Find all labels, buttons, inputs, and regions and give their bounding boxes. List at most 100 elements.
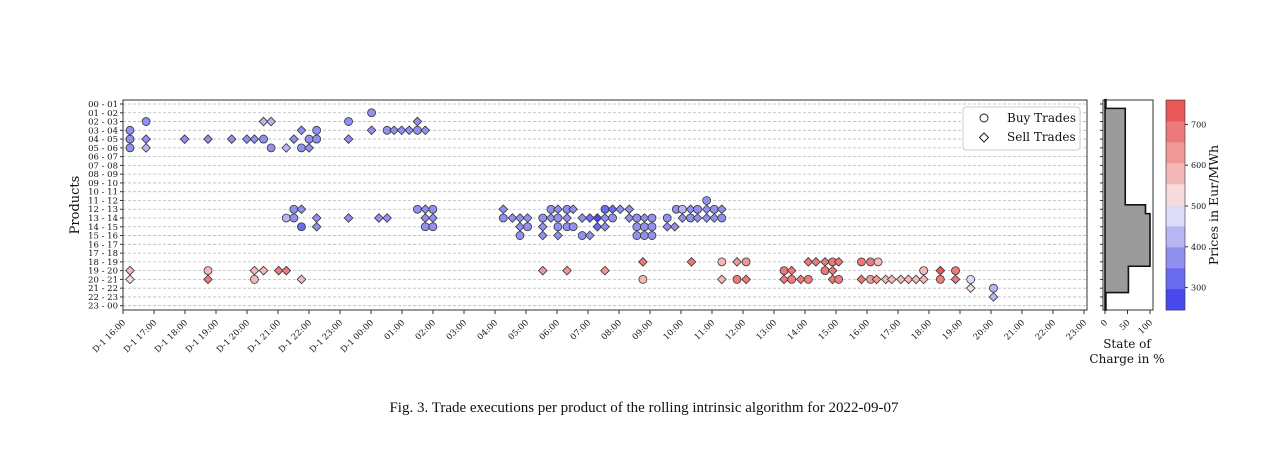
sell-trade-point	[258, 265, 269, 276]
sell-trade-point	[304, 142, 314, 153]
sell-trade-point	[374, 213, 384, 223]
buy-trade-point	[523, 222, 532, 232]
x-tick-label: 19:00	[941, 318, 965, 342]
sell-trade-point	[577, 213, 588, 223]
sell-trade-point	[498, 204, 509, 215]
x-tick-label: 13:00	[755, 318, 779, 342]
soc-x-tick-label: 100	[1137, 318, 1156, 337]
sell-trade-point	[537, 230, 548, 241]
sell-trade-point	[677, 213, 688, 223]
sell-trade-point	[856, 274, 867, 285]
soc-xlabel-line1: State of	[1103, 337, 1152, 351]
buy-trade-point	[647, 222, 657, 232]
sell-trade-point	[537, 221, 548, 232]
soc-xlabel-line2: Charge in %	[1089, 352, 1164, 366]
y-tick-label: 04 - 05	[88, 135, 118, 145]
x-tick-label: 01:00	[383, 318, 407, 342]
colorbar-bin	[1166, 289, 1185, 311]
buy-trade-point	[515, 231, 525, 240]
buy-trade-point	[312, 125, 322, 135]
y-tick-label: 08 - 09	[88, 170, 118, 180]
sell-trade-point	[709, 213, 720, 223]
colorbar-bin	[1166, 121, 1185, 143]
buy-trade-point	[935, 274, 945, 284]
sell-trade-point	[950, 274, 961, 285]
sell-trade-point	[732, 256, 742, 267]
sell-trade-point	[716, 204, 727, 215]
y-tick-label: 13 - 14	[88, 214, 118, 224]
y-tick-label: 12 - 13	[88, 205, 118, 215]
sell-trade-point	[179, 134, 190, 144]
sell-trade-point	[600, 221, 610, 232]
y-tick-label: 06 - 07	[88, 153, 118, 163]
buy-trade-point	[834, 274, 844, 284]
x-tick-label: 21:00	[1003, 318, 1027, 342]
sell-trade-point	[249, 134, 260, 144]
x-tick-label: 17:00	[879, 318, 903, 342]
legend-box	[962, 106, 1081, 151]
x-tick-label: 03:00	[445, 318, 469, 342]
sell-trade-point	[779, 274, 789, 285]
sell-trade-point	[343, 134, 354, 144]
colorbar-tick-label: 600	[1191, 161, 1206, 170]
buy-trade-point	[951, 266, 960, 276]
buy-trade-point	[498, 213, 508, 223]
sell-trade-point	[669, 221, 680, 232]
sell-trade-point	[226, 134, 237, 144]
colorbar-bin	[1166, 184, 1185, 206]
buy-trade-point	[125, 125, 135, 135]
sell-trade-point	[203, 274, 213, 285]
y-tick-label: 10 - 11	[88, 188, 118, 198]
sell-trade-point	[382, 213, 392, 223]
buy-trade-point	[677, 204, 687, 214]
buy-trade-point	[702, 196, 712, 205]
sell-trade-point	[249, 265, 260, 276]
y-tick-label: 00 - 01	[88, 100, 118, 110]
x-tick-label: 02:00	[414, 318, 438, 342]
x-tick-label: D-1 00:00	[339, 318, 376, 355]
sell-trade-point	[522, 213, 533, 223]
buy-trade-point	[693, 204, 702, 214]
sell-trade-point	[795, 274, 806, 285]
sell-trade-point	[871, 274, 882, 285]
colorbar-label: Prices in Eur/MWh	[1206, 145, 1221, 265]
colorbar-bin	[1166, 268, 1185, 290]
sell-trade-point	[692, 213, 703, 223]
buy-trade-point	[857, 257, 866, 267]
sell-trade-point	[568, 204, 578, 215]
sell-trade-point	[600, 213, 610, 223]
sell-trade-point	[686, 256, 697, 267]
buy-trade-point	[259, 134, 268, 144]
buy-trade-point	[141, 117, 151, 126]
colorbar-tick-label: 300	[1191, 284, 1206, 293]
buy-trade-point	[989, 283, 998, 293]
colorbar-bin	[1166, 247, 1185, 269]
sell-trade-point	[515, 221, 525, 232]
sell-trade-point	[203, 134, 213, 144]
sell-trade-point	[786, 265, 797, 276]
sell-trade-point	[366, 125, 377, 136]
sell-trade-point	[266, 116, 276, 127]
buy-trade-point	[312, 134, 322, 144]
colorbar-bin	[1166, 205, 1185, 227]
sell-trade-point	[420, 213, 431, 223]
buy-trade-point	[553, 222, 563, 232]
colorbar-bin	[1166, 163, 1185, 185]
legend-circle-icon	[979, 113, 989, 123]
sell-trade-point	[296, 125, 307, 136]
legend-label-buy: Buy Trades	[1007, 111, 1076, 125]
sell-trade-point	[296, 204, 307, 215]
sell-trade-point	[701, 213, 712, 223]
sell-trade-point	[343, 213, 354, 223]
y-tick-label: 03 - 04	[88, 126, 118, 136]
soc-area	[1104, 98, 1151, 311]
x-tick-label: 22:00	[1034, 318, 1058, 342]
buy-trade-point	[919, 266, 929, 276]
buy-trade-point	[638, 274, 648, 284]
legend-diamond-icon	[978, 132, 990, 143]
buy-trade-point	[568, 222, 578, 232]
y-tick-label: 18 - 19	[88, 258, 118, 268]
sell-trade-point	[615, 204, 626, 215]
sell-trade-point	[258, 116, 269, 127]
sell-trade-point	[404, 125, 415, 136]
